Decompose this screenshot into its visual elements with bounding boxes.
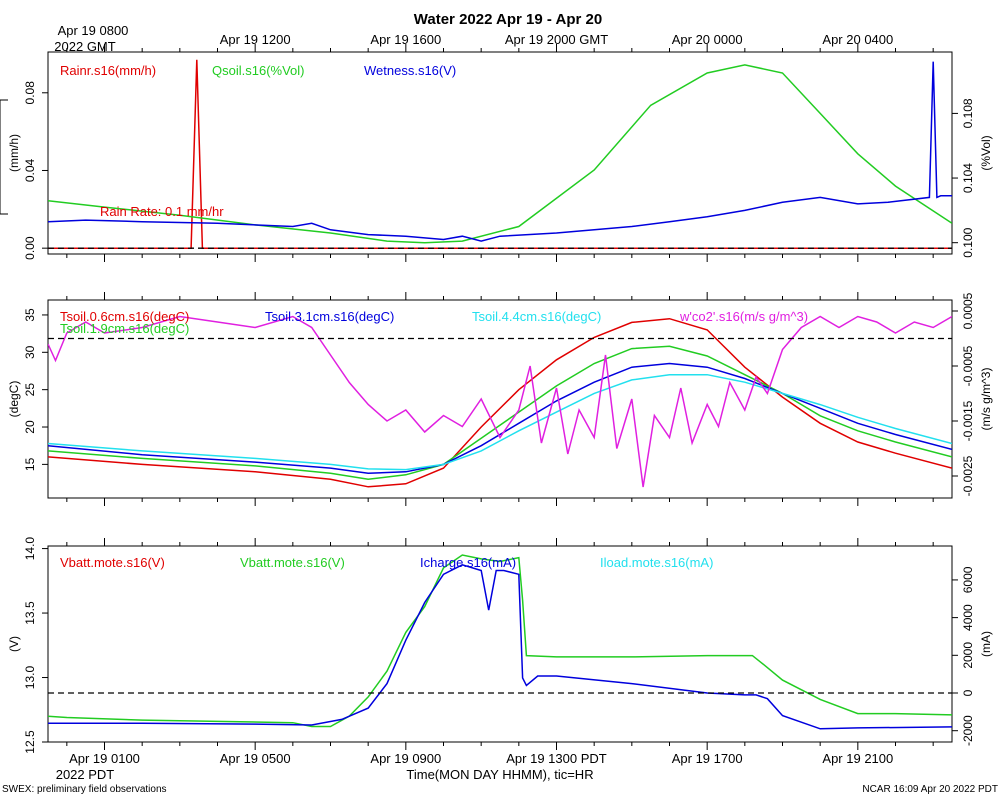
y-right-tick-label: 2000 xyxy=(961,642,975,669)
y-right-tick-label: 0 xyxy=(961,689,975,696)
panel-frame xyxy=(47,51,953,255)
legend-entry: Icharge.s16(mA) xyxy=(420,555,516,570)
y-right-tick-label: 0.0005 xyxy=(961,292,975,329)
bottom-axis-label: Apr 19 2100 xyxy=(822,751,893,766)
footer-left: SWEX: preliminary field observations xyxy=(2,784,167,795)
y-right-tick-label: 4000 xyxy=(961,604,975,631)
series-line xyxy=(48,317,952,488)
panel-frame xyxy=(47,299,953,499)
top-axis-label: Apr 20 0000 xyxy=(672,32,743,47)
legend-entry: Rainr.s16(mm/h) xyxy=(60,63,156,78)
legend-entry: Vbatt.mote.s16(V) xyxy=(240,555,345,570)
series-line xyxy=(48,345,952,481)
legend-entry: Tsoil.1.9cm.s16(degC) xyxy=(60,321,189,336)
legend-entry: w'co2'.s16(m/s g/m^3) xyxy=(679,309,808,324)
y-right-tick-label: -0.0005 xyxy=(961,345,975,386)
y-right-tick-label: -0.0015 xyxy=(961,400,975,441)
y-left-axis-label: (V) xyxy=(7,636,21,652)
series-line xyxy=(48,362,952,475)
bottom-axis-label: Apr 19 1300 PDT xyxy=(506,751,607,766)
bottom-axis-xlabel: Time(MON DAY HHMM), tic=HR xyxy=(406,767,593,782)
y-left-axis-label: (mm/h) xyxy=(7,134,21,172)
series-line xyxy=(48,554,952,728)
y-left-tick-label: 20 xyxy=(23,420,37,434)
series-line xyxy=(48,563,952,730)
y-left-tick-label: 30 xyxy=(23,345,37,359)
y-right-tick-label: 0.104 xyxy=(961,163,975,193)
legend-entry: Iload.mote.s16(mA) xyxy=(600,555,713,570)
series-line xyxy=(48,59,952,249)
y-left-tick-label: 13.0 xyxy=(23,666,37,690)
y-right-tick-label: -2000 xyxy=(961,715,975,746)
y-right-axis-label: (mA) xyxy=(979,631,993,657)
series-line xyxy=(48,61,952,242)
y-right-tick-label: 0.108 xyxy=(961,98,975,128)
legend-bracket xyxy=(0,99,8,215)
top-axis-label: Apr 19 1600 xyxy=(370,32,441,47)
y-right-axis-label: (m/s g/m^3) xyxy=(979,368,993,431)
y-left-tick-label: 0.04 xyxy=(23,158,37,182)
y-left-axis-label: (degC) xyxy=(7,381,21,418)
legend-entry: Qsoil.s16(%Vol) xyxy=(212,63,304,78)
bottom-axis-label: Apr 19 0900 xyxy=(370,751,441,766)
y-right-tick-label: 6000 xyxy=(961,566,975,593)
y-left-tick-label: 0.00 xyxy=(23,236,37,260)
top-axis-label: Apr 19 1200 xyxy=(220,32,291,47)
y-right-tick-label: 0.100 xyxy=(961,227,975,257)
legend-entry: Wetness.s16(V) xyxy=(364,63,456,78)
bottom-axis-label: Apr 19 0500 xyxy=(220,751,291,766)
legend-entry: Vbatt.mote.s16(V) xyxy=(60,555,165,570)
y-right-axis-label: (%Vol) xyxy=(979,135,993,170)
y-left-tick-label: 14.0 xyxy=(23,537,37,561)
top-axis-label: Apr 20 0400 xyxy=(822,32,893,47)
series-line xyxy=(48,373,952,471)
y-left-tick-label: 15 xyxy=(23,457,37,471)
series-line xyxy=(48,64,952,244)
rain-rate-annotation: Rain Rate: 0.1 mm/hr xyxy=(100,204,224,219)
y-left-tick-label: 13.5 xyxy=(23,601,37,625)
y-left-tick-label: 0.08 xyxy=(23,81,37,105)
panel-frame xyxy=(47,545,953,743)
bottom-axis-label: Apr 19 1700 xyxy=(672,751,743,766)
chart-title: Water 2022 Apr 19 - Apr 20 xyxy=(414,11,602,28)
y-left-tick-label: 25 xyxy=(23,383,37,397)
top-axis-label: Apr 19 2000 GMT xyxy=(505,32,608,47)
y-right-tick-label: -0.0025 xyxy=(961,455,975,496)
bottom-axis-year-label: 2022 PDT xyxy=(56,767,115,782)
legend-entry: Tsoil.0.6cm.s16(degC) xyxy=(60,309,189,324)
legend-entry: Tsoil.3.1cm.s16(degC) xyxy=(265,309,394,324)
y-left-tick-label: 35 xyxy=(23,308,37,322)
footer-right: NCAR 16:09 Apr 20 2022 PDT xyxy=(862,784,998,795)
top-axis-first-label-line1: Apr 19 0800 xyxy=(58,23,129,38)
top-axis-first-label-line2: 2022 GMT xyxy=(54,39,115,54)
bottom-axis-label: Apr 19 0100 xyxy=(69,751,140,766)
legend-entry: Tsoil.4.4cm.s16(degC) xyxy=(472,309,601,324)
y-left-tick-label: 12.5 xyxy=(23,730,37,754)
